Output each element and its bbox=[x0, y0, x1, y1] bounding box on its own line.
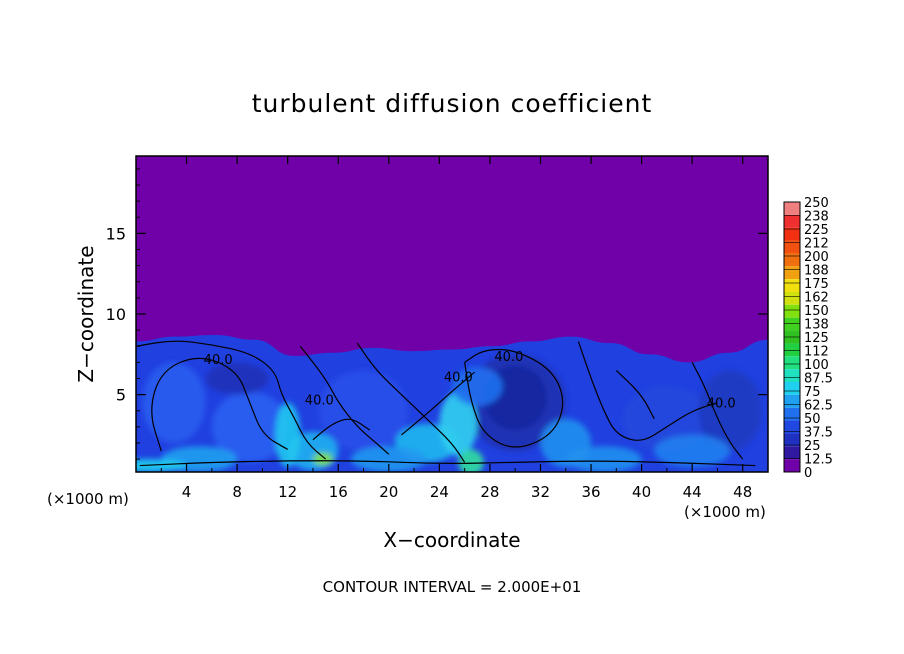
colorbar-tick-label: 162 bbox=[804, 291, 829, 306]
colorbar-swatch bbox=[784, 227, 800, 241]
colorbar-swatch bbox=[784, 433, 800, 447]
field-region bbox=[622, 386, 712, 452]
colorbar-swatch bbox=[784, 304, 800, 318]
contour-interval-note: CONTOUR INTERVAL = 2.000E+01 bbox=[323, 578, 582, 596]
colorbar-tick-label: 87.5 bbox=[804, 372, 833, 387]
colorbar-tick-label: 250 bbox=[804, 196, 829, 211]
contour-line bbox=[464, 348, 564, 448]
contour-line bbox=[312, 418, 371, 441]
x-axis-label: X−coordinate bbox=[383, 528, 520, 552]
colorbar-tick-label: 125 bbox=[804, 331, 829, 346]
x-tick-label: 4 bbox=[182, 483, 192, 501]
field-region bbox=[458, 449, 484, 472]
x-axis-unit-left: (×1000 m) bbox=[47, 490, 129, 508]
colorbar-swatch bbox=[784, 240, 800, 254]
colorbar-swatch bbox=[784, 202, 800, 215]
y-tick-label: 5 bbox=[116, 386, 126, 405]
colorbar-tick-label: 112 bbox=[804, 345, 829, 360]
colorbar-swatch bbox=[784, 214, 800, 228]
x-axis-unit-right: (×1000 m) bbox=[684, 503, 766, 521]
colorbar-tick-label: 62.5 bbox=[804, 399, 833, 414]
colorbar-tick-label: 225 bbox=[804, 223, 829, 238]
colorbar-swatch bbox=[784, 420, 800, 434]
field-region bbox=[136, 459, 187, 472]
colorbar-swatch bbox=[784, 382, 800, 395]
x-tick-label: 40 bbox=[632, 483, 651, 501]
colorbar-tick-label: 100 bbox=[804, 358, 829, 373]
colorbar-tick-label: 12.5 bbox=[804, 453, 833, 468]
field-region bbox=[565, 446, 642, 472]
colorbar-tick-label: 175 bbox=[804, 277, 829, 292]
y-tick-label: 10 bbox=[106, 305, 126, 324]
colorbar-swatch bbox=[784, 446, 800, 460]
contour-line bbox=[577, 341, 718, 441]
contour-label: 40.0 bbox=[494, 350, 523, 365]
colorbar-tick-label: 25 bbox=[804, 439, 821, 454]
contour-line bbox=[299, 345, 390, 455]
colorbar-tick-label: 50 bbox=[804, 412, 821, 427]
field-region bbox=[319, 370, 408, 452]
colorbar-swatch bbox=[784, 459, 800, 472]
y-tick-label: 15 bbox=[106, 224, 126, 243]
field-region bbox=[275, 402, 301, 468]
x-tick-label: 20 bbox=[379, 483, 398, 501]
colorbar-tick-label: 150 bbox=[804, 304, 829, 319]
contour-line bbox=[691, 362, 744, 460]
field-region bbox=[698, 370, 762, 452]
colorbar-swatch bbox=[784, 266, 800, 280]
contour-line bbox=[151, 357, 289, 452]
field-region bbox=[654, 434, 731, 468]
colorbar-swatch bbox=[784, 369, 800, 382]
colorbar-tick-label: 238 bbox=[804, 210, 829, 225]
colorbar-tick-label: 138 bbox=[804, 318, 829, 333]
colorbar-swatch bbox=[784, 394, 800, 408]
contour-line bbox=[401, 371, 476, 436]
x-axis-ticks: 4 8 12 16 20 24 28 32 36 40 44 48 bbox=[160, 156, 752, 501]
colorbar-swatch bbox=[784, 356, 800, 370]
contour-label: 40.0 bbox=[707, 397, 736, 412]
colorbar-tick-label: 37.5 bbox=[804, 426, 833, 441]
colorbar-swatch bbox=[784, 279, 800, 292]
colorbar-tick-label: 75 bbox=[804, 385, 821, 400]
field-region bbox=[211, 391, 288, 463]
colorbar-swatch bbox=[784, 317, 800, 331]
field-region bbox=[312, 452, 334, 466]
x-tick-label: 28 bbox=[480, 483, 499, 501]
colorbar-swatch bbox=[784, 253, 800, 267]
contour-label: 40.0 bbox=[444, 371, 473, 386]
field-region bbox=[350, 446, 427, 472]
field-region bbox=[205, 362, 269, 395]
contour-line bbox=[615, 369, 655, 420]
colorbar-swatch bbox=[784, 292, 800, 305]
field-region bbox=[452, 367, 503, 406]
colorbar-swatch bbox=[784, 407, 800, 421]
x-tick-label: 32 bbox=[531, 483, 550, 501]
x-tick-label: 16 bbox=[329, 483, 348, 501]
contour-line bbox=[356, 342, 466, 463]
contour-label: 40.0 bbox=[204, 353, 233, 368]
contour-line bbox=[136, 340, 326, 460]
colorbar-tick-label: 200 bbox=[804, 250, 829, 265]
colorbar-tick-label: 212 bbox=[804, 237, 829, 252]
colorbar-tick-label: 0 bbox=[804, 466, 812, 481]
x-tick-label: 24 bbox=[430, 483, 449, 501]
y-axis-ticks: 5 10 15 bbox=[106, 168, 768, 460]
x-tick-label: 12 bbox=[278, 483, 297, 501]
chart-title: turbulent diffusion coefficient bbox=[252, 89, 653, 118]
x-tick-label: 36 bbox=[581, 483, 600, 501]
x-tick-label: 8 bbox=[232, 483, 242, 501]
colorbar-swatch bbox=[784, 343, 800, 357]
x-tick-label: 48 bbox=[733, 483, 752, 501]
turbulent-layer: 40.0 40.0 40.0 40.0 40.0 bbox=[136, 334, 768, 472]
y-axis-label: Z−coordinate bbox=[74, 245, 98, 382]
x-tick-label: 44 bbox=[683, 483, 702, 501]
colorbar: 2502382252122001881751621501381251121008… bbox=[783, 196, 833, 481]
contour-line bbox=[139, 460, 756, 467]
contour-label: 40.0 bbox=[305, 393, 334, 408]
colorbar-tick-label: 188 bbox=[804, 264, 829, 279]
